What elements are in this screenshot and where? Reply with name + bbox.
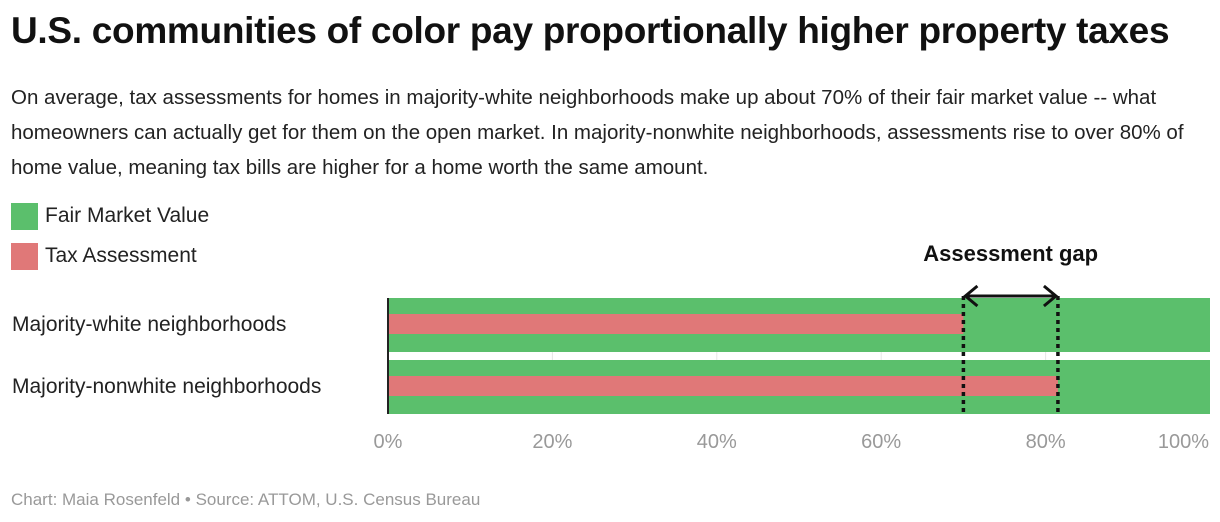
x-tick-label: 80%: [1026, 431, 1066, 453]
bar-tax-assessment-majority-nonwhite-neighborhoods: [388, 376, 1058, 396]
legend-item-tax-assessment: Tax Assessment: [11, 240, 209, 272]
legend-swatch-tax-assessment: [11, 242, 38, 270]
legend-item-fair-market-value: Fair Market Value: [11, 200, 209, 232]
x-tick-label: 0%: [374, 431, 403, 453]
gap-arrow-head-left: [963, 284, 979, 308]
legend-swatch-fair-market-value: [11, 202, 38, 230]
legend-label-tax-assessment: Tax Assessment: [45, 244, 197, 267]
legend: Fair Market Value Tax Assessment: [11, 200, 209, 280]
chart-credit: Chart: Maia Rosenfeld: [11, 490, 181, 509]
gap-arrow-head-right: [1042, 284, 1059, 308]
chart-subtitle: On average, tax assessments for homes in…: [11, 86, 1184, 179]
annotation-assessment-gap: Assessment gap: [923, 241, 1098, 266]
chart-footer: Chart: Maia Rosenfeld • Source: ATTOM, U…: [11, 490, 480, 510]
chart-source: Source: ATTOM, U.S. Census Bureau: [195, 490, 481, 509]
x-tick-label: 20%: [532, 431, 572, 453]
legend-label-fair-market-value: Fair Market Value: [45, 204, 210, 227]
bar-tax-assessment-majority-white-neighborhoods: [388, 314, 964, 334]
footer-separator: •: [184, 490, 191, 509]
bar-chart: Majority-white neighborhoods Majority-non…: [12, 241, 1210, 453]
chart-title: U.S. communities of color pay proportion…: [11, 10, 1170, 51]
category-label-majority-white-neighborhoods: Majority-white neighborhoods: [12, 313, 286, 336]
category-label-majority-nonwhite-neighborhoods: Majority-nonwhite neighborhoods: [12, 375, 321, 398]
x-tick-label: 100%: [1158, 431, 1209, 453]
x-tick-label: 60%: [861, 431, 901, 453]
x-tick-label: 40%: [697, 431, 737, 453]
